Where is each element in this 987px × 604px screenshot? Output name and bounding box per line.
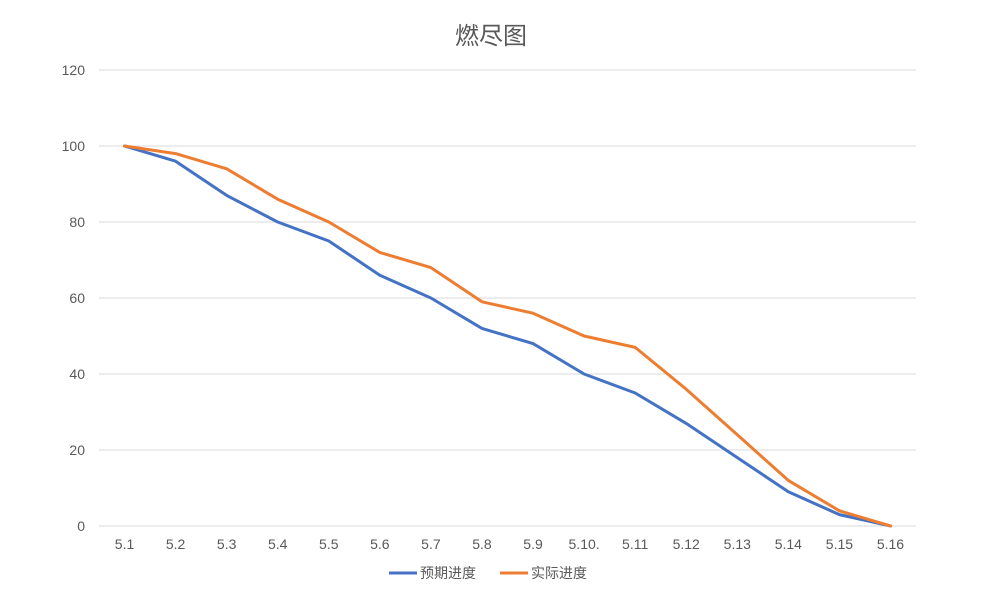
series-line-planned: [123, 144, 892, 528]
x-tick-label: 5.12: [673, 536, 700, 552]
x-tick-label: 5.8: [472, 536, 492, 552]
x-tick-label: 5.13: [724, 536, 751, 552]
x-tick-label: 5.4: [268, 536, 288, 552]
legend: 预期进度 实际进度: [389, 566, 587, 582]
y-tick-label: 120: [62, 62, 86, 78]
series-lines: [123, 144, 892, 528]
x-tick-label: 5.2: [166, 536, 186, 552]
legend-label: 实际进度: [531, 566, 587, 582]
x-tick-label: 5.5: [319, 536, 339, 552]
x-tick-label: 5.7: [421, 536, 441, 552]
y-tick-label: 40: [69, 366, 85, 382]
x-tick-label: 5.3: [217, 536, 237, 552]
y-axis-ticks: 0 20 40 60 80 100 120: [62, 62, 86, 534]
y-tick-label: 100: [62, 138, 86, 154]
y-tick-label: 20: [69, 442, 85, 458]
x-tick-label: 5.6: [370, 536, 390, 552]
x-tick-label: 5.16: [877, 536, 904, 552]
chart-title: 燃尽图: [455, 22, 527, 50]
x-tick-label: 5.15: [826, 536, 853, 552]
legend-label: 预期进度: [420, 566, 476, 582]
legend-item: 实际进度: [500, 566, 587, 582]
x-tick-label: 5.10.: [569, 536, 600, 552]
gridlines: [99, 69, 916, 527]
x-axis-ticks: 5.1 5.2 5.3 5.4 5.5 5.6 5.7 5.8 5.9 5.10. 5.11 5.12…: [115, 536, 905, 552]
x-tick-label: 5.9: [523, 536, 543, 552]
series-line-actual: [123, 144, 892, 528]
y-tick-label: 80: [69, 214, 85, 230]
y-tick-label: 0: [77, 518, 85, 534]
y-tick-label: 60: [69, 290, 85, 306]
x-tick-label: 5.1: [115, 536, 135, 552]
x-tick-label: 5.14: [775, 536, 802, 552]
x-tick-label: 5.11: [622, 536, 648, 552]
legend-item: 预期进度: [389, 566, 476, 582]
